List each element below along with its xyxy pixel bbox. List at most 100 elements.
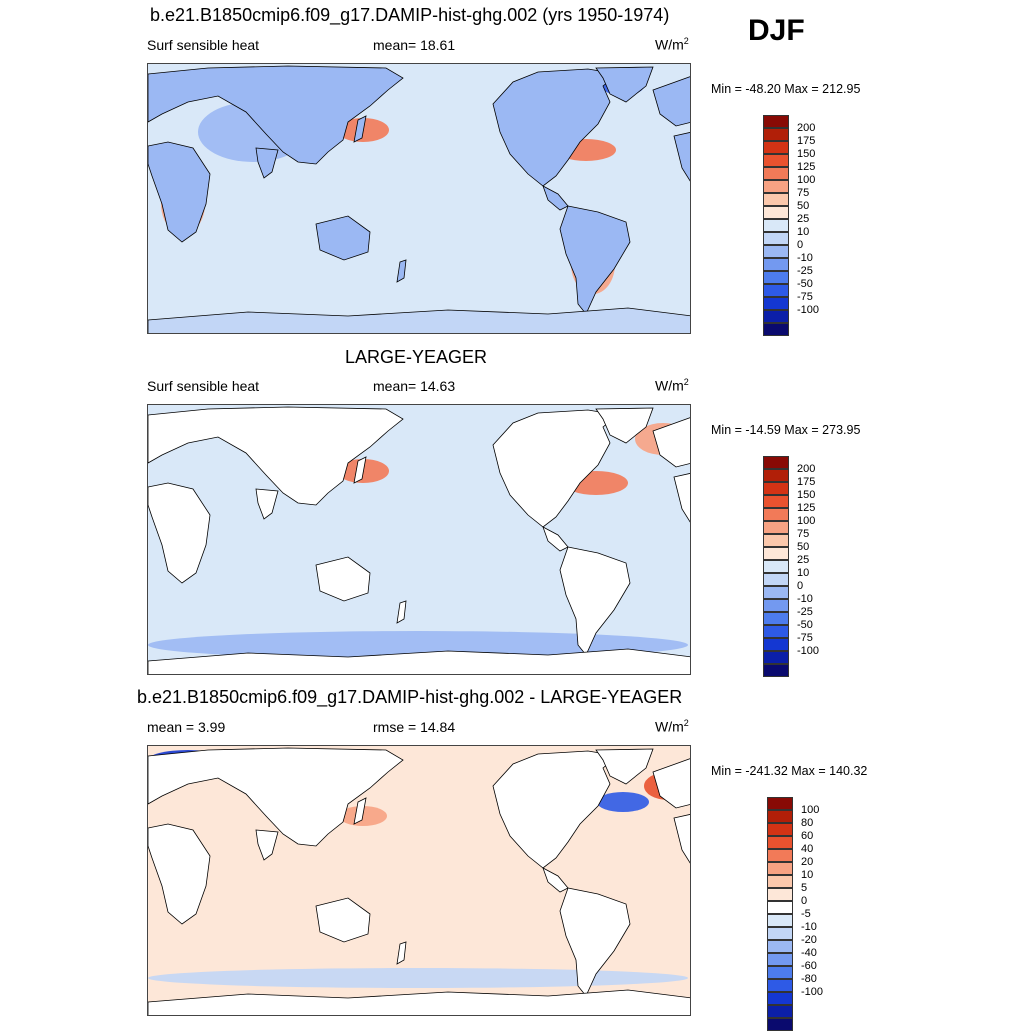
continent-japan	[353, 797, 367, 825]
colorbar-tick-label: 0	[797, 239, 804, 251]
panel-2-minmax: Min = -14.59 Max = 273.95	[711, 423, 861, 437]
continent-japan	[353, 115, 367, 143]
colorbar-tick-label: 100	[797, 515, 816, 527]
colorbar-tick-label: 25	[797, 213, 810, 225]
panel-3-units: W/m2	[655, 718, 689, 735]
colorbar-swatch	[767, 849, 793, 862]
blob-southern-ocean	[148, 631, 688, 659]
colorbar-swatch	[763, 141, 789, 154]
colorbar-tick-label: 125	[797, 161, 816, 173]
panel-3-colorbar: 100 80 60 40 20 10 5 0 -5 -10 -20 -40 -60 -80 -100	[767, 797, 837, 1031]
colorbar-tick-label: -80	[801, 973, 817, 985]
colorbar-tick-label: 125	[797, 502, 816, 514]
colorbar-tick-label: -60	[801, 960, 817, 972]
colorbar-tick-label: -75	[797, 632, 813, 644]
colorbar-tick-label: -100	[797, 645, 820, 657]
colorbar-swatch	[763, 128, 789, 141]
panel-2-mean-label: mean= 14.63	[373, 378, 456, 394]
continent-central-america	[542, 526, 569, 552]
continent-africa-east	[673, 132, 690, 182]
colorbar-swatch	[763, 219, 789, 232]
colorbar-swatch	[763, 560, 789, 573]
colorbar-swatch	[767, 927, 793, 940]
colorbar-tick-label: 0	[797, 580, 804, 592]
colorbar-tick-label: 10	[797, 226, 810, 238]
colorbar-swatch	[763, 154, 789, 167]
continent-africa	[148, 823, 211, 925]
continent-greenland	[595, 407, 654, 444]
continent-africa-east	[673, 814, 690, 864]
colorbar-tick-label: -25	[797, 606, 813, 618]
panel-1-variable-label: Surf sensible heat	[147, 37, 260, 53]
continent-antarctica	[148, 648, 690, 674]
continent-antarctica	[148, 307, 690, 333]
panel-3-map	[147, 745, 691, 1016]
panel-2-colorbar: 200 175 150 125 100 75 50 25 10 0 -10 -25 -50 -75 -100	[763, 456, 833, 677]
colorbar-tick-label: 175	[797, 476, 816, 488]
colorbar-tick-label: 50	[797, 200, 810, 212]
colorbar-swatch	[763, 206, 789, 219]
colorbar-swatch	[763, 167, 789, 180]
colorbar-swatch	[767, 810, 793, 823]
panel-3-minmax: Min = -241.32 Max = 140.32	[711, 764, 868, 778]
colorbar-swatch	[763, 180, 789, 193]
panel-1-title: b.e21.B1850cmip6.f09_g17.DAMIP-hist-ghg.…	[150, 5, 670, 25]
colorbar-swatch	[763, 495, 789, 508]
colorbar-tick-label: 75	[797, 528, 810, 540]
colorbar-swatch	[763, 573, 789, 586]
colorbar-tick-label: -50	[797, 619, 813, 631]
colorbar-tick-label: 20	[801, 856, 814, 868]
continent-new-zealand	[396, 600, 407, 624]
colorbar-swatch	[767, 992, 793, 1005]
continent-new-zealand	[396, 941, 407, 965]
continent-western-europe	[652, 758, 690, 809]
colorbar-tick-label: 175	[797, 135, 816, 147]
continent-india	[255, 829, 279, 861]
colorbar-tick-label: -25	[797, 265, 813, 277]
colorbar-tick-label: 0	[801, 895, 808, 907]
ocean-background	[148, 64, 690, 333]
continent-antarctica	[148, 989, 690, 1015]
colorbar-swatch	[763, 638, 789, 651]
continent-australia	[315, 897, 371, 943]
continent-africa-east	[673, 473, 690, 523]
continent-south-america	[559, 205, 631, 315]
colorbar-swatch	[763, 508, 789, 521]
blob-southern-ocean-diff	[148, 968, 688, 988]
colorbar-tick-label: -40	[801, 947, 817, 959]
colorbar-tick-label: 75	[797, 187, 810, 199]
colorbar-tick-label: 40	[801, 843, 814, 855]
colorbar-tick-label: 200	[797, 463, 816, 475]
panel-3-mean-label: mean = 3.99	[147, 719, 226, 735]
colorbar-swatch	[763, 547, 789, 560]
continent-india	[255, 147, 279, 179]
colorbar-swatch	[763, 245, 789, 258]
colorbar-swatch	[763, 599, 789, 612]
continent-australia	[315, 556, 371, 602]
colorbar-swatch	[763, 482, 789, 495]
colorbar-tick-label: 5	[801, 882, 808, 894]
continent-eurasia	[148, 747, 404, 847]
continent-india	[255, 488, 279, 520]
colorbar-tick-label: -100	[801, 986, 824, 998]
colorbar-tick-label: -5	[801, 908, 811, 920]
colorbar-tick-label: -10	[797, 252, 813, 264]
colorbar-swatch	[763, 323, 789, 336]
continent-greenland	[595, 66, 654, 103]
colorbar-tick-label: -50	[797, 278, 813, 290]
colorbar-swatch	[763, 612, 789, 625]
colorbar-swatch	[763, 534, 789, 547]
continent-australia	[315, 215, 371, 261]
colorbar-swatch	[763, 193, 789, 206]
panel-2-title: LARGE-YEAGER	[345, 347, 488, 367]
colorbar-swatch	[763, 232, 789, 245]
colorbar-swatch	[767, 823, 793, 836]
colorbar-tick-label: 100	[801, 804, 820, 816]
colorbar-tick-label: 150	[797, 489, 816, 501]
continent-eurasia	[148, 65, 404, 165]
continent-africa	[148, 482, 211, 584]
colorbar-swatch	[763, 625, 789, 638]
colorbar-swatch	[763, 586, 789, 599]
continent-eurasia	[148, 406, 404, 506]
panel-2-units: W/m2	[655, 377, 689, 394]
